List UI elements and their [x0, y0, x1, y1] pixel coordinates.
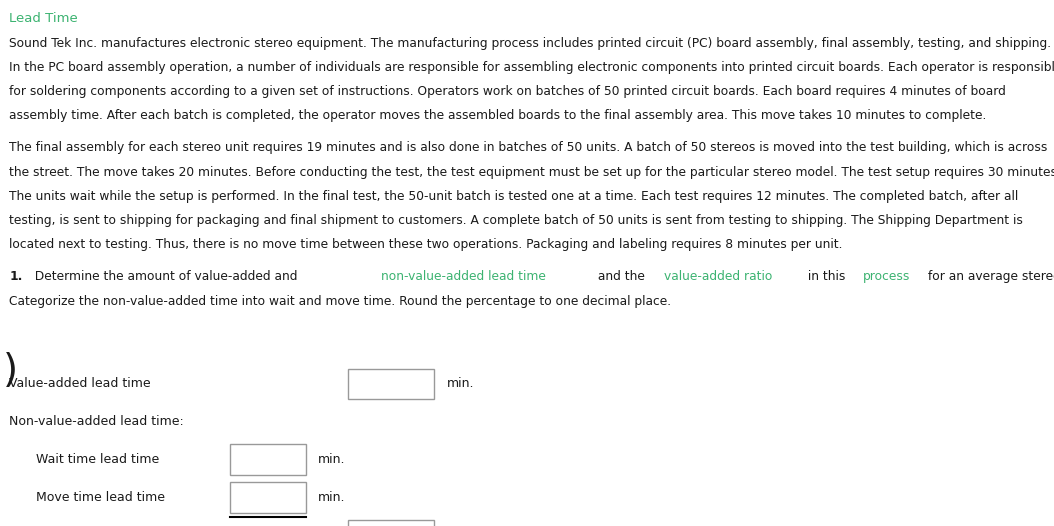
Text: for soldering components according to a given set of instructions. Operators wor: for soldering components according to a …	[9, 85, 1007, 98]
Text: assembly time. After each batch is completed, the operator moves the assembled b: assembly time. After each batch is compl…	[9, 109, 987, 123]
Text: In the PC board assembly operation, a number of individuals are responsible for : In the PC board assembly operation, a nu…	[9, 61, 1054, 74]
Text: for an average stereo unit in a batch of 50 units.: for an average stereo unit in a batch of…	[923, 270, 1054, 284]
Text: and the: and the	[593, 270, 648, 284]
Text: Determine the amount of value-added and: Determine the amount of value-added and	[26, 270, 301, 284]
Bar	[230, 444, 306, 475]
Text: Categorize the non-value-added time into wait and move time. Round the percentag: Categorize the non-value-added time into…	[9, 295, 671, 308]
Bar	[230, 482, 306, 513]
Text: Move time lead time: Move time lead time	[36, 491, 164, 504]
Text: process: process	[862, 270, 910, 284]
Text: Wait time lead time: Wait time lead time	[36, 453, 159, 466]
Text: The final assembly for each stereo unit requires 19 minutes and is also done in : The final assembly for each stereo unit …	[9, 141, 1048, 155]
Text: ): )	[3, 352, 18, 390]
Text: value-added ratio: value-added ratio	[664, 270, 773, 284]
Text: testing, is sent to shipping for packaging and final shipment to customers. A co: testing, is sent to shipping for packagi…	[9, 214, 1023, 227]
Text: Lead Time: Lead Time	[9, 12, 78, 25]
Text: non-value-added lead time: non-value-added lead time	[380, 270, 546, 284]
Text: The units wait while the setup is performed. In the final test, the 50-unit batc: The units wait while the setup is perfor…	[9, 190, 1019, 203]
Text: Non-value-added lead time:: Non-value-added lead time:	[9, 416, 184, 428]
Bar	[348, 369, 434, 399]
Text: min.: min.	[318, 453, 346, 466]
Text: in this: in this	[804, 270, 850, 284]
Text: min.: min.	[447, 378, 474, 390]
Text: 1.: 1.	[9, 270, 23, 284]
Text: min.: min.	[318, 491, 346, 504]
Text: Sound Tek Inc. manufactures electronic stereo equipment. The manufacturing proce: Sound Tek Inc. manufactures electronic s…	[9, 37, 1052, 50]
Text: Value-added lead time: Value-added lead time	[9, 378, 151, 390]
Text: located next to testing. Thus, there is no move time between these two operation: located next to testing. Thus, there is …	[9, 238, 843, 251]
Text: the street. The move takes 20 minutes. Before conducting the test, the test equi: the street. The move takes 20 minutes. B…	[9, 166, 1054, 179]
Bar	[348, 520, 434, 526]
